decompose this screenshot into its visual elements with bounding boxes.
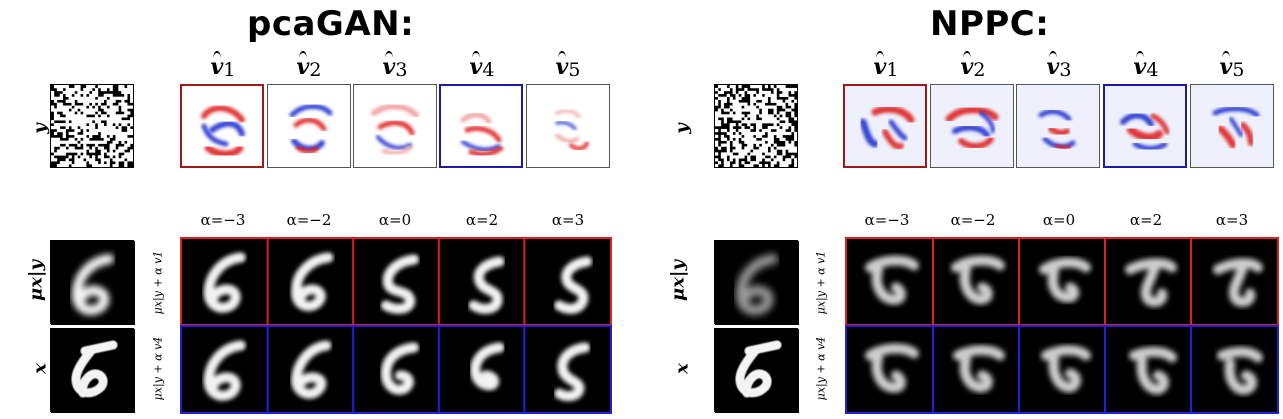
- pc-image-4: [439, 84, 523, 168]
- alpha-label: α=3: [551, 211, 585, 229]
- pc-image-5: [1190, 84, 1274, 168]
- noisy-measurement-image: [714, 84, 798, 168]
- alpha-label: α=0: [378, 211, 412, 229]
- row-label-y: y: [671, 123, 693, 134]
- vhat-label-3: v3: [1046, 51, 1072, 81]
- row-sublabel-v1: μx|y + α v1: [814, 250, 828, 315]
- row-label-x: x: [671, 363, 693, 374]
- alpha-label: α=−2: [286, 211, 332, 229]
- alpha-label: α=−3: [864, 211, 910, 229]
- ground-truth-image: [50, 328, 135, 413]
- ground-truth-image: [714, 328, 799, 413]
- vhat-label-1: v1: [210, 51, 236, 81]
- vhat-label-2: v2: [296, 51, 322, 81]
- row-label-y: y: [29, 123, 51, 134]
- posterior-mean-image: [50, 240, 135, 325]
- posterior-mean-image: [714, 240, 799, 325]
- row-sublabel-v1: μx|y + α v1: [151, 250, 165, 315]
- perturbation-strip-v1: [180, 237, 612, 326]
- alpha-label: α=−3: [200, 211, 246, 229]
- pc-image-4: [1103, 84, 1187, 168]
- row-sublabel-v4: μx|y + α v4: [151, 336, 165, 401]
- vhat-label-3: v3: [382, 51, 408, 81]
- alpha-label: α=3: [1215, 211, 1249, 229]
- perturbation-strip-v4: [180, 325, 612, 414]
- vhat-label-5: v5: [555, 51, 581, 81]
- pc-image-2: [267, 84, 351, 168]
- alpha-label: α=0: [1042, 211, 1076, 229]
- panel-title-pcagan: pcaGAN:: [247, 4, 415, 44]
- row-label-mu: μx|y: [667, 260, 689, 301]
- alpha-label: α=2: [465, 211, 499, 229]
- perturbation-strip-v4: [845, 325, 1279, 414]
- alpha-label: α=2: [1129, 211, 1163, 229]
- perturbation-strip-v1: [845, 237, 1279, 326]
- vhat-label-1: v1: [873, 51, 899, 81]
- vhat-label-4: v4: [469, 51, 495, 81]
- pc-image-5: [526, 84, 610, 168]
- row-label-x: x: [29, 363, 51, 374]
- pc-image-3: [1016, 84, 1100, 168]
- row-sublabel-v4: μx|y + α v4: [814, 336, 828, 401]
- pc-image-1: [180, 84, 264, 168]
- pc-image-3: [353, 84, 437, 168]
- vhat-label-2: v2: [960, 51, 986, 81]
- row-label-mu: μx|y: [25, 260, 47, 301]
- pc-image-2: [930, 84, 1014, 168]
- vhat-label-5: v5: [1219, 51, 1245, 81]
- alpha-label: α=−2: [950, 211, 996, 229]
- noisy-measurement-image: [50, 84, 134, 168]
- panel-title-nppc: NPPC:: [930, 4, 1050, 44]
- pc-image-1: [843, 84, 927, 168]
- vhat-label-4: v4: [1133, 51, 1159, 81]
